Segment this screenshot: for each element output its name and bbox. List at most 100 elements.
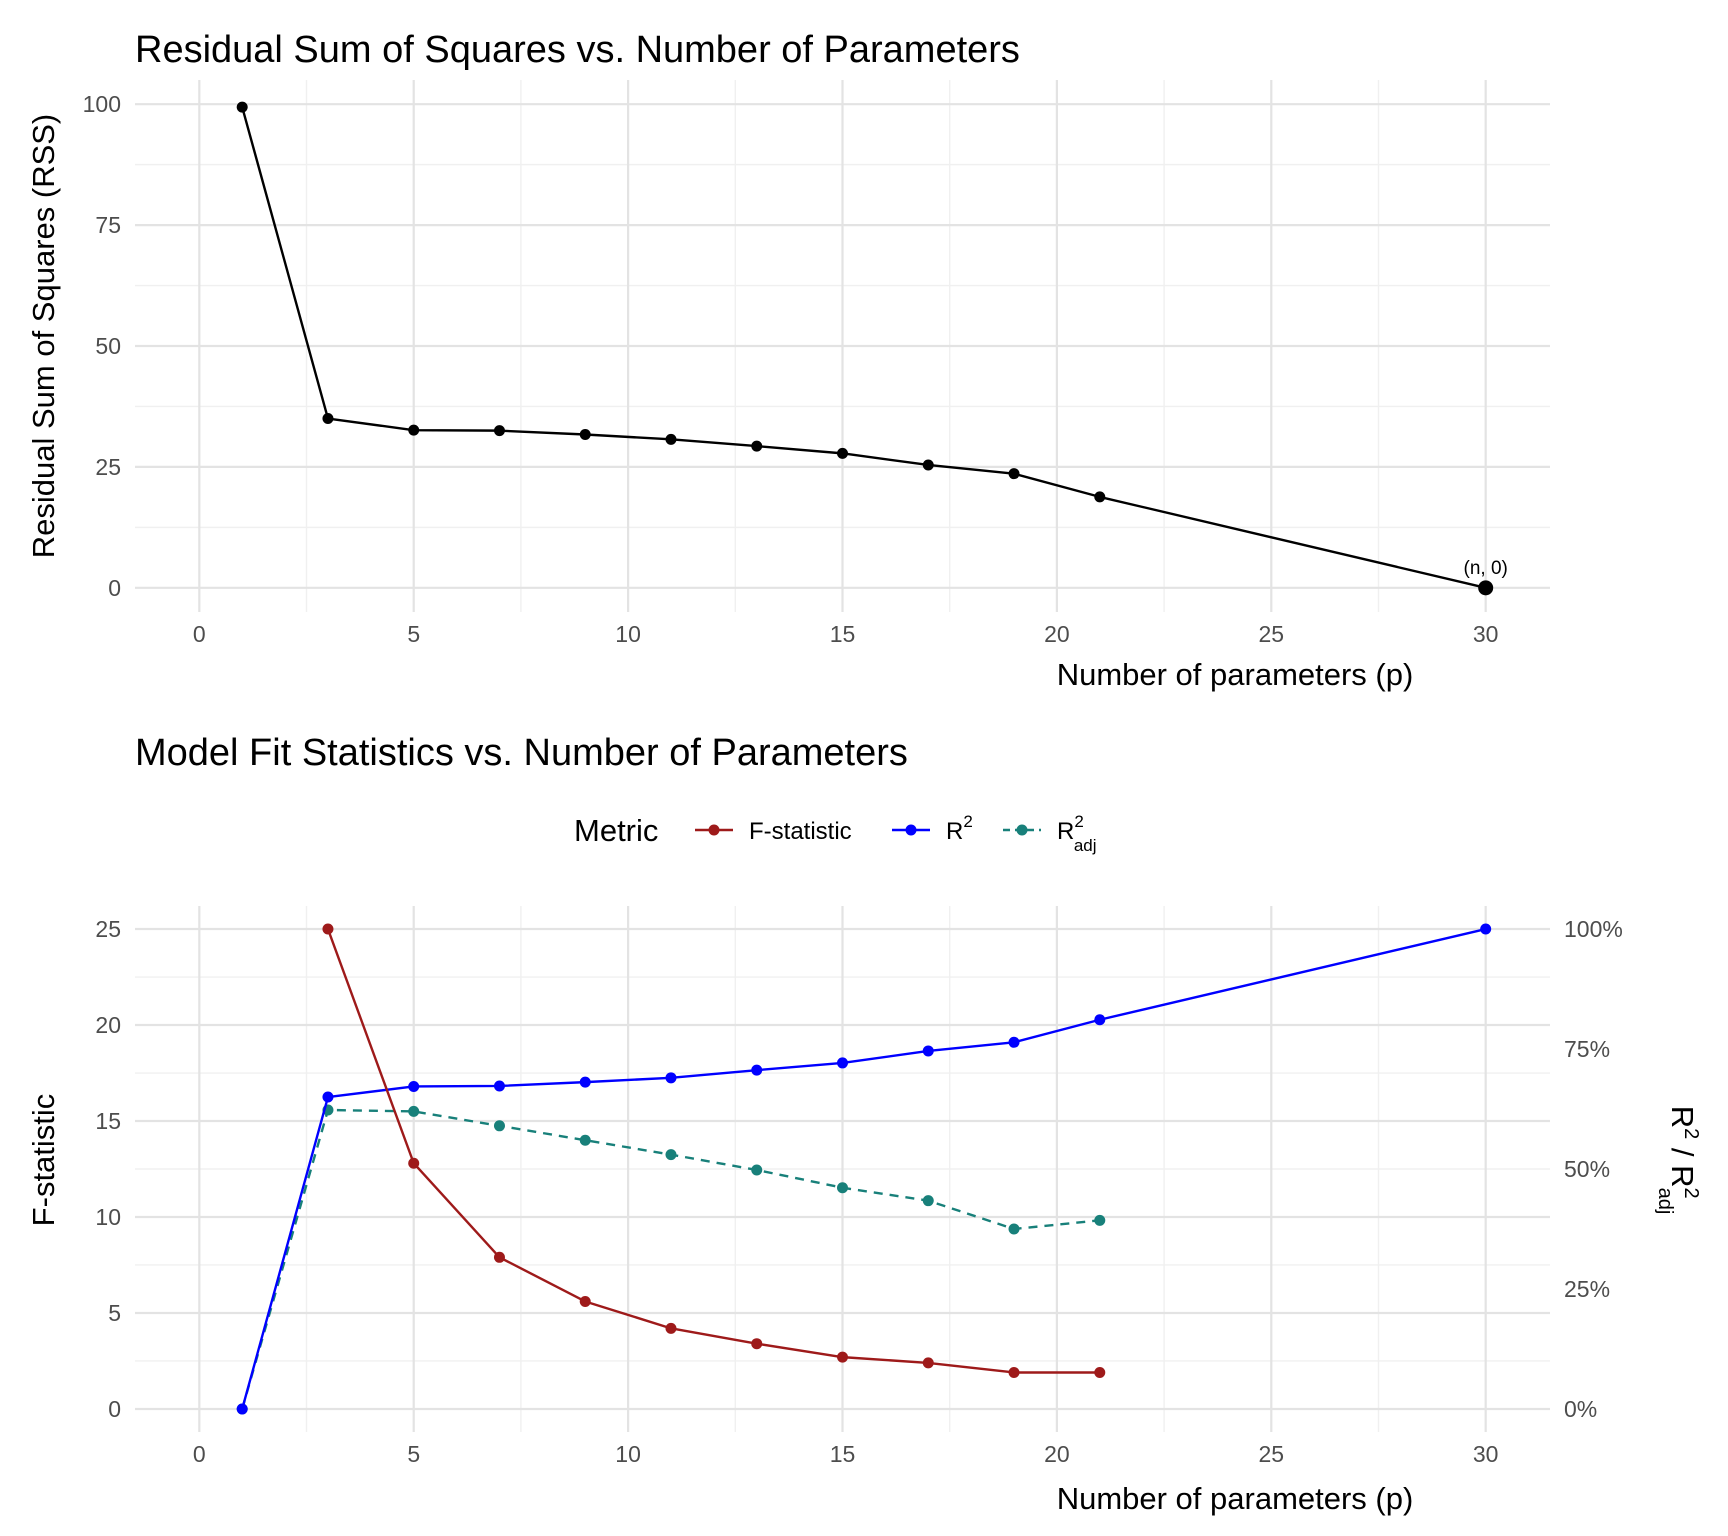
data-point — [837, 447, 848, 459]
x-tick-label: 30 — [1473, 621, 1499, 647]
legend-label: R2 — [946, 812, 973, 845]
data-point — [922, 459, 934, 471]
data-point — [408, 1080, 420, 1092]
data-point — [665, 1072, 677, 1084]
legend-label-sup: 2 — [1074, 812, 1083, 831]
x-tick-label: 15 — [830, 621, 856, 647]
data-point — [322, 1091, 334, 1103]
data-point — [751, 1164, 763, 1176]
legend-label-base: R — [1057, 818, 1074, 845]
legend-label: R2 adj — [1057, 812, 1097, 855]
x-tick-label: 10 — [615, 621, 641, 647]
endpoint-marker — [1478, 580, 1494, 596]
data-point — [1008, 1366, 1020, 1378]
legend-key-2: R2 adj — [1003, 812, 1097, 855]
x-tick-label: 25 — [1258, 621, 1284, 647]
series-r- — [236, 923, 1492, 1415]
legend-label-base: R — [946, 818, 963, 845]
data-point — [1008, 468, 1020, 480]
right-y-tick-label: 25% — [1564, 1276, 1610, 1302]
y-tick-label: 100 — [83, 91, 121, 117]
right-y-tick-label: 75% — [1564, 1036, 1610, 1062]
data-point — [236, 1403, 248, 1415]
legend-swatch-point — [708, 824, 720, 836]
fit-x-axis-title: Number of parameters (p) — [1057, 1481, 1414, 1516]
data-point — [579, 429, 591, 441]
x-tick-label: 5 — [407, 1441, 420, 1467]
data-point — [493, 1251, 505, 1263]
data-point — [322, 923, 334, 935]
x-tick-label: 20 — [1044, 621, 1070, 647]
data-point — [751, 1338, 763, 1350]
y-tick-label: 75 — [95, 212, 121, 238]
data-point — [922, 1045, 934, 1057]
y-tick-label: 5 — [108, 1300, 121, 1326]
series-r-adj — [236, 1104, 1106, 1415]
data-point — [1008, 1223, 1020, 1235]
series-f-statistic — [322, 923, 1106, 1378]
y-tick-label: 10 — [95, 1204, 121, 1230]
y-tick-label: 0 — [108, 575, 121, 601]
data-point — [579, 1076, 591, 1088]
right-y-tick-label: 100% — [1564, 916, 1623, 942]
rss-x-axis-title: Number of parameters (p) — [1057, 657, 1414, 692]
data-point — [751, 440, 763, 452]
data-point — [579, 1134, 591, 1146]
right-y-tick-label: 50% — [1564, 1156, 1610, 1182]
data-point — [408, 424, 420, 436]
data-point — [322, 413, 334, 425]
data-point — [1008, 1036, 1020, 1048]
data-point — [493, 1080, 505, 1092]
data-point — [922, 1195, 934, 1207]
legend-key-0: F-statistic — [695, 818, 852, 845]
x-tick-label: 20 — [1044, 1441, 1070, 1467]
legend-title: Metric — [574, 813, 658, 848]
series-line — [241, 927, 1486, 1410]
endpoint-annotation: (n, 0) — [1464, 558, 1508, 579]
data-point — [751, 1064, 763, 1076]
legend-label-sub: adj — [1074, 836, 1097, 855]
data-point — [408, 1105, 420, 1117]
data-point — [922, 1357, 934, 1369]
legend-key-1: R2 — [892, 812, 973, 845]
y-tick-label: 50 — [95, 333, 121, 359]
x-tick-label: 0 — [193, 621, 206, 647]
data-point — [837, 1182, 848, 1194]
y-tick-label: 20 — [95, 1012, 121, 1038]
data-point — [665, 433, 677, 445]
legend-swatch-point — [905, 824, 917, 836]
rss-panel: Residual Sum of Squares vs. Number of Pa… — [26, 29, 1550, 692]
fit-chart-title: Model Fit Statistics vs. Number of Param… — [135, 732, 908, 774]
data-point — [493, 1120, 505, 1132]
rss-y-axis-title: Residual Sum of Squares (RSS) — [26, 114, 61, 559]
y-tick-label: 0 — [108, 1396, 121, 1422]
x-tick-label: 25 — [1258, 1441, 1284, 1467]
gridlines — [135, 80, 1550, 612]
fit-y-axis-title: F-statistic — [26, 1094, 61, 1227]
series-rss — [236, 101, 1492, 594]
x-tick-label: 15 — [830, 1441, 856, 1467]
legend-swatch-point — [1016, 824, 1028, 836]
series-line — [241, 106, 1486, 589]
data-point — [579, 1295, 591, 1307]
rss-chart-title: Residual Sum of Squares vs. Number of Pa… — [135, 29, 1020, 71]
legend: Metric F-statistic R2 R2 adj — [574, 812, 1097, 855]
x-tick-label: 5 — [407, 621, 420, 647]
right-y-tick-label: 0% — [1564, 1396, 1597, 1422]
x-tick-label: 30 — [1473, 1441, 1499, 1467]
data-point — [837, 1351, 848, 1363]
y-tick-label: 25 — [95, 454, 121, 480]
data-point — [1480, 923, 1492, 935]
data-point — [1094, 1214, 1106, 1226]
x-tick-label: 0 — [193, 1441, 206, 1467]
data-point — [665, 1149, 677, 1161]
series-line — [326, 928, 1100, 1374]
y-tick-label: 25 — [95, 916, 121, 942]
data-point — [1094, 1014, 1106, 1026]
data-point — [1094, 491, 1106, 503]
y-tick-label: 15 — [95, 1108, 121, 1134]
data-point — [493, 425, 505, 437]
data-point — [665, 1322, 677, 1334]
data-point — [837, 1057, 848, 1069]
